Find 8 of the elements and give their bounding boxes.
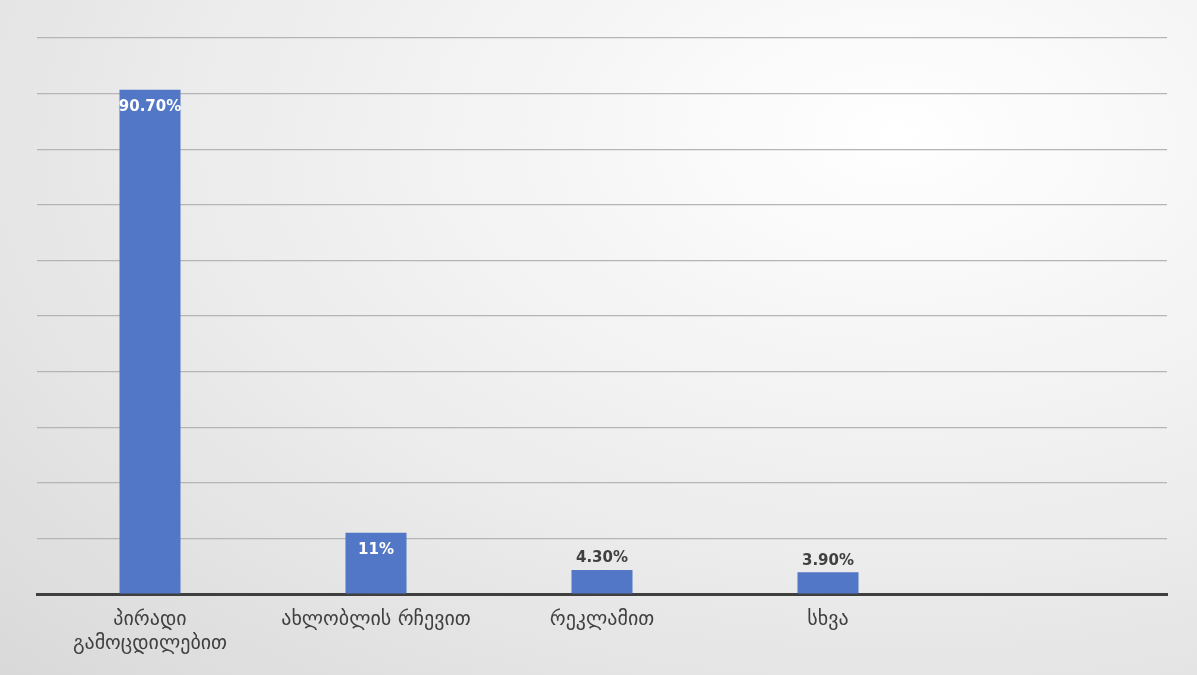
- x-tick-label: ახლობლის რჩევით: [281, 606, 471, 631]
- x-tick-label: რეკლამით: [549, 606, 655, 631]
- data-label: 4.30%: [575, 548, 629, 567]
- data-label: 3.90%: [801, 550, 855, 569]
- x-tick-label: სხვა: [807, 606, 849, 631]
- x-tick-label: პირადი გამოცდილებით: [72, 606, 228, 655]
- data-label: 90.70%: [118, 97, 182, 116]
- data-label: 11%: [358, 540, 394, 559]
